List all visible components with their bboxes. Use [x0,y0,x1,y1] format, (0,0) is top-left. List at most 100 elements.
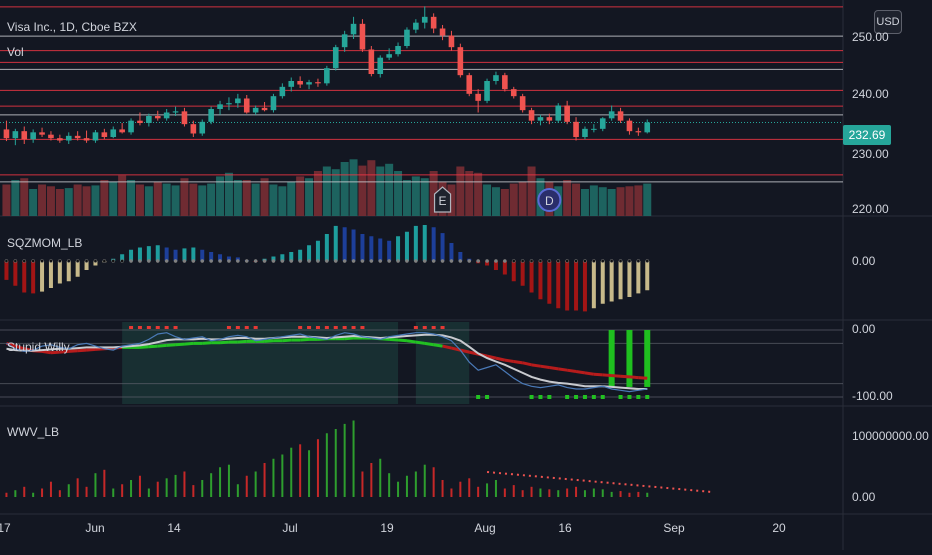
wwv-bar [592,488,595,497]
willy-trend-segment [175,342,185,347]
wwv-bar [5,492,8,497]
candle-body [510,89,517,97]
willy-trend-segment [531,363,541,368]
volume-bar [580,189,589,216]
willy-overbought-marker [164,326,169,329]
momentum-bar [538,261,543,300]
candle-body [119,129,125,133]
wwv-bar [343,423,346,497]
candle [635,127,642,136]
candle-body [172,111,179,113]
candle-body [261,107,268,111]
price-tick-label: 250.00 [852,30,889,44]
squeeze-dot [342,259,347,263]
wwv-bar [236,484,239,497]
willy-overbought-marker [235,326,240,329]
squeeze-dot [511,259,516,263]
candle [252,105,259,115]
momentum-bar [404,231,409,261]
candle-body [3,129,10,139]
volume-bar [269,184,278,216]
willy-oversold-marker [591,395,596,399]
momentum-bar [200,249,205,261]
volume-bar [278,186,287,216]
volume-bar [367,160,376,216]
candle [644,119,651,134]
momentum-bar [13,261,18,286]
candle [181,107,188,127]
willy-trend-segment [638,376,648,380]
momentum-bar [22,261,27,293]
candle-body [154,116,161,119]
willy-trend-segment [344,336,354,341]
candle-body [110,129,117,137]
wwv-bar [183,471,186,497]
momentum-bar [574,261,579,311]
squeeze-dot [431,259,436,263]
squeeze-dot [147,259,151,263]
willy-trend-segment [237,339,247,344]
willy-trend-segment [522,361,532,367]
candle-body [475,93,481,101]
momentum-bar [645,261,650,291]
squeeze-dot [609,259,614,263]
momentum-bar [369,236,374,261]
currency-button[interactable]: USD [874,10,902,34]
volume-bar [207,183,216,216]
momentum-bar [146,246,151,261]
candle [306,79,312,90]
wwv-bar [477,486,480,497]
candle [92,130,99,143]
candle-body [30,132,36,140]
willy-signal-bar [608,330,615,387]
willy-trend-segment [558,367,568,372]
squeeze-dot [476,259,480,263]
squeeze-dot [556,259,561,263]
willy-trend-segment [157,343,167,348]
squeeze-dot [307,259,311,263]
wwv-bar [646,492,649,497]
candle [137,112,143,126]
candle-body [528,110,535,121]
momentum-bar [307,245,312,261]
momentum-bar [565,261,570,311]
momentum-bar [458,252,463,261]
candle-body [146,116,152,123]
candle-body [395,46,401,55]
candle-body [217,104,223,109]
willy-trend-segment [620,374,630,379]
volume-bar [518,181,527,216]
wwv-bar [432,467,435,497]
squeeze-dot [574,259,578,263]
candle [350,16,357,39]
willy-trend-segment [264,339,274,343]
squeeze-dot [360,259,365,263]
candle-body [163,112,170,119]
squeeze-dot [387,259,391,263]
candle-body [324,68,330,84]
willy-trend-segment [300,337,310,342]
willy-signal-bar [644,330,651,387]
candle [288,77,295,92]
volume-bar [224,172,233,216]
squeeze-dot [520,259,525,263]
sqzmom-tick-label: 0.00 [852,254,876,268]
momentum-bar [636,261,641,294]
candle [30,129,36,143]
wwv-bar [601,489,604,497]
momentum-bar [289,252,294,261]
candle-body [243,98,250,113]
volume-bar [394,171,403,216]
wwv-bar [521,490,524,497]
willy-trend-segment [629,375,639,380]
willy-overbought-marker [173,326,178,329]
willy-signal-line [6,333,648,390]
wwv-bar [628,492,631,497]
candle-body [484,81,490,101]
momentum-bar [209,252,214,261]
volume-bar [198,185,207,216]
candle-body [626,120,633,132]
candle-body [404,29,410,46]
